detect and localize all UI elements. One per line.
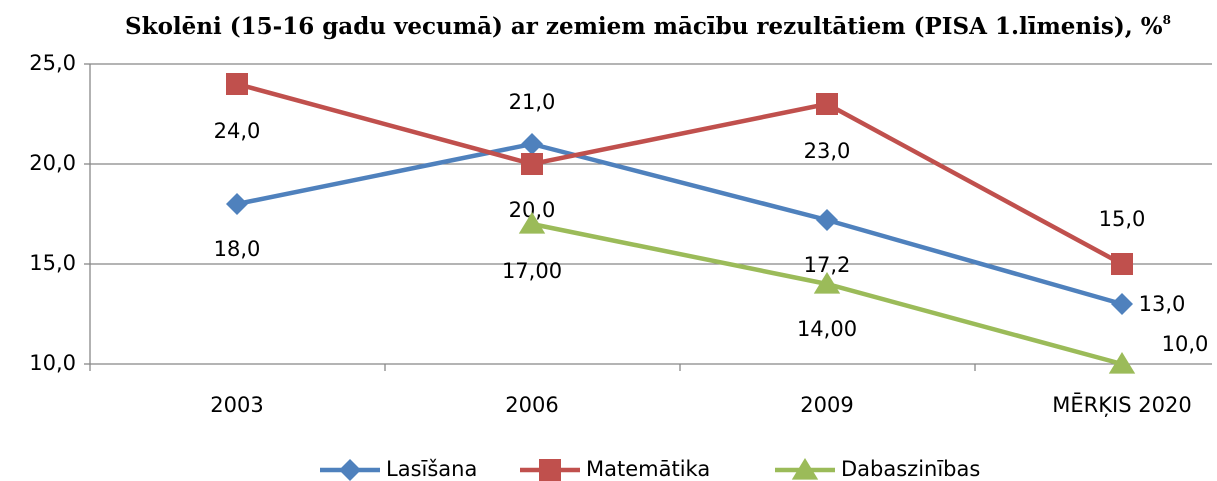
data-label: 23,0 bbox=[804, 139, 851, 163]
data-point bbox=[521, 133, 543, 155]
data-point bbox=[813, 272, 841, 294]
legend-marker bbox=[539, 459, 561, 481]
x-tick-label: 2009 bbox=[800, 393, 853, 417]
data-label: 14,00 bbox=[797, 317, 857, 341]
data-label: 18,0 bbox=[214, 237, 261, 261]
y-tick-label: 25,0 bbox=[29, 51, 76, 75]
data-label: 17,00 bbox=[502, 259, 562, 283]
data-point bbox=[1111, 293, 1133, 315]
data-label: 13,0 bbox=[1139, 292, 1186, 316]
legend-label: Lasīšana bbox=[386, 457, 477, 481]
data-point bbox=[1108, 352, 1136, 374]
data-point bbox=[518, 212, 546, 234]
y-tick-label: 20,0 bbox=[29, 151, 76, 175]
chart-title: Skolēni (15-16 gadu vecumā) ar zemiem mā… bbox=[125, 13, 1171, 41]
data-label: 15,0 bbox=[1099, 207, 1146, 231]
x-tick-label: 2006 bbox=[505, 393, 558, 417]
data-label: 10,0 bbox=[1162, 332, 1209, 356]
x-tick-label: 2003 bbox=[210, 393, 263, 417]
data-point bbox=[816, 93, 838, 115]
data-point bbox=[1111, 253, 1133, 275]
data-point bbox=[226, 193, 248, 215]
legend-label: Dabaszinības bbox=[841, 457, 980, 481]
data-point bbox=[816, 209, 838, 231]
title-text: Skolēni (15-16 gadu vecumā) ar zemiem mā… bbox=[125, 13, 1163, 40]
data-point bbox=[226, 73, 248, 95]
series-line bbox=[236, 141, 1123, 307]
title-footnote: 8 bbox=[1163, 13, 1171, 27]
y-tick-label: 15,0 bbox=[29, 251, 76, 275]
series-line bbox=[531, 221, 1123, 367]
legend-label: Matemātika bbox=[586, 457, 710, 481]
legend-marker bbox=[791, 458, 819, 480]
data-label: 24,0 bbox=[214, 119, 261, 143]
y-tick-label: 10,0 bbox=[29, 351, 76, 375]
x-tick-label: MĒRĶIS 2020 bbox=[1052, 392, 1191, 417]
series-line bbox=[236, 81, 1124, 266]
legend-marker bbox=[339, 459, 361, 481]
data-point bbox=[521, 153, 543, 175]
data-label: 21,0 bbox=[509, 90, 556, 114]
